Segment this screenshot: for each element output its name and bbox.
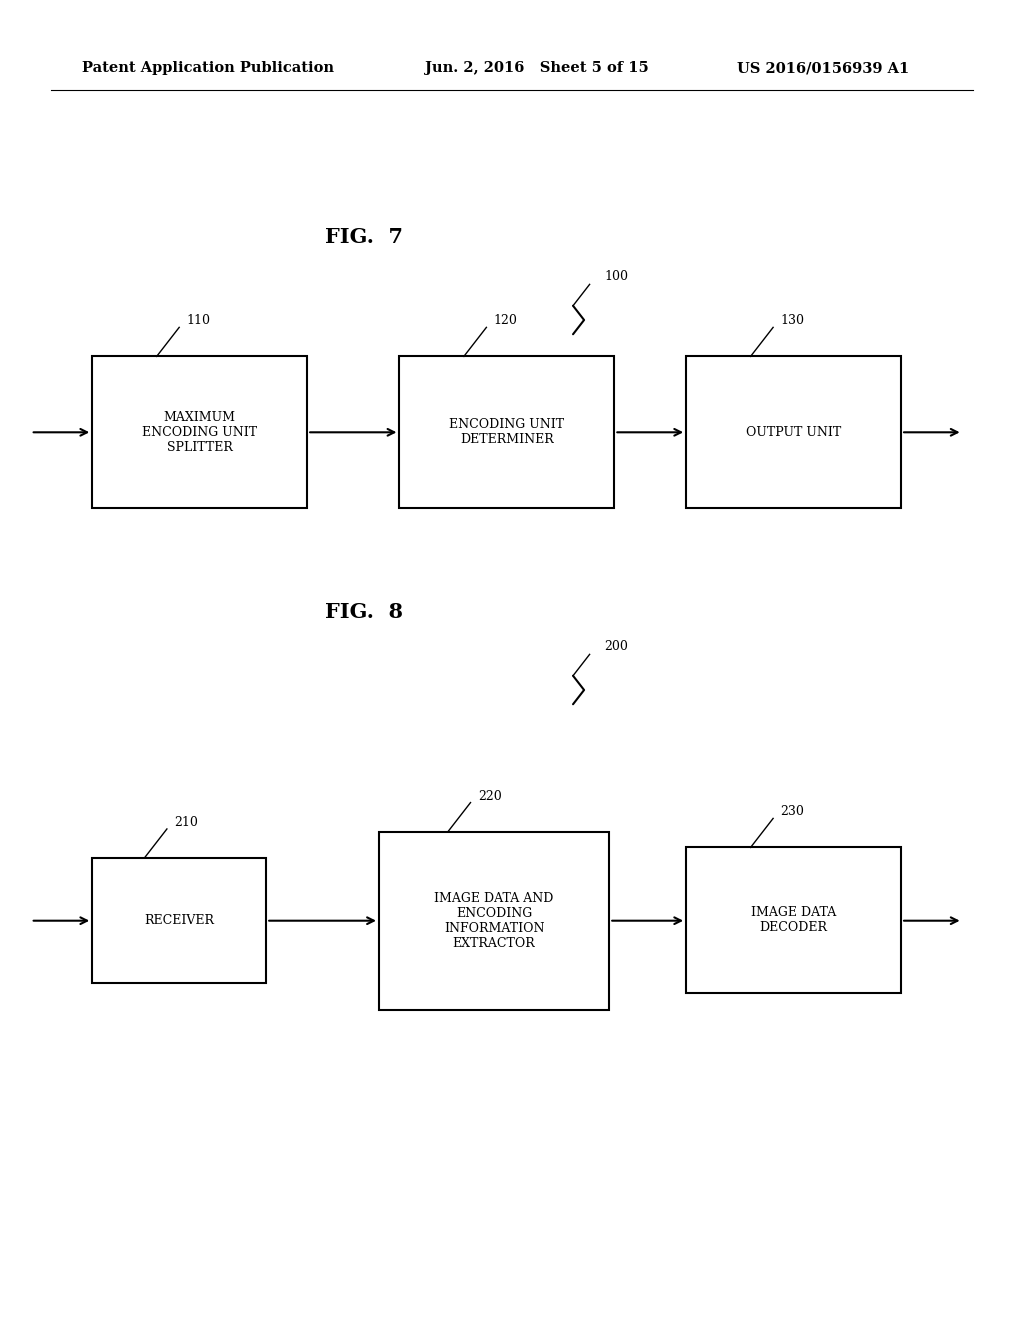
Text: FIG.  7: FIG. 7 <box>325 227 402 247</box>
Text: MAXIMUM
ENCODING UNIT
SPLITTER: MAXIMUM ENCODING UNIT SPLITTER <box>142 411 257 454</box>
Text: IMAGE DATA AND
ENCODING
INFORMATION
EXTRACTOR: IMAGE DATA AND ENCODING INFORMATION EXTR… <box>434 892 554 949</box>
Text: 130: 130 <box>780 314 804 327</box>
Text: 100: 100 <box>604 271 628 282</box>
Text: 110: 110 <box>186 314 210 327</box>
Text: OUTPUT UNIT: OUTPUT UNIT <box>745 426 842 438</box>
Text: IMAGE DATA
DECODER: IMAGE DATA DECODER <box>751 906 837 935</box>
Text: ENCODING UNIT
DETERMINER: ENCODING UNIT DETERMINER <box>450 418 564 446</box>
Text: US 2016/0156939 A1: US 2016/0156939 A1 <box>737 61 909 75</box>
Bar <box>379 832 609 1010</box>
Text: Jun. 2, 2016   Sheet 5 of 15: Jun. 2, 2016 Sheet 5 of 15 <box>425 61 649 75</box>
Bar <box>92 356 307 508</box>
Text: FIG.  8: FIG. 8 <box>325 602 402 622</box>
Text: Patent Application Publication: Patent Application Publication <box>82 61 334 75</box>
Text: 200: 200 <box>604 640 628 653</box>
Text: 220: 220 <box>477 789 502 803</box>
Text: RECEIVER: RECEIVER <box>144 915 214 927</box>
Text: 230: 230 <box>780 805 804 818</box>
Bar <box>686 847 901 993</box>
Text: 210: 210 <box>174 816 198 829</box>
Text: 120: 120 <box>494 314 517 327</box>
Bar <box>686 356 901 508</box>
Bar <box>399 356 614 508</box>
Bar <box>92 858 266 983</box>
